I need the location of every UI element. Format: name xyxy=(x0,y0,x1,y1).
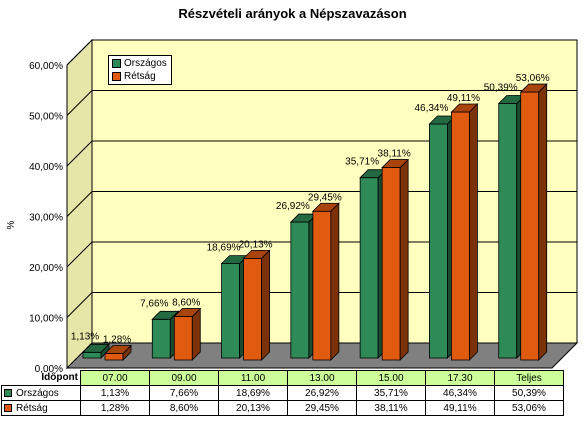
x-axis-title: Időpont xyxy=(41,372,78,384)
bar-orszagos-Teljes xyxy=(498,103,518,359)
bar-retsag-13.00 xyxy=(312,210,332,361)
table-header-row: Időpont 07.00 09.00 11.00 13.00 15.00 17.30 Te… xyxy=(2,370,564,386)
bar-side xyxy=(330,202,340,361)
x-tick-label: Teljes xyxy=(494,370,564,386)
bar-side xyxy=(399,158,409,361)
table-cell: 53,06% xyxy=(494,400,564,416)
table-cell: 50,39% xyxy=(494,385,564,401)
data-label: 18,69% xyxy=(207,243,241,254)
bar-retsag-09.00 xyxy=(173,316,193,361)
table-series-name: Országos xyxy=(16,387,59,399)
x-tick-label: 09.00 xyxy=(149,370,219,386)
gridline xyxy=(66,241,577,268)
bar-top xyxy=(450,103,479,113)
bar-retsag-15.00 xyxy=(381,167,401,361)
y-tick-label: 50,00% xyxy=(29,112,63,123)
data-label: 38,11% xyxy=(378,149,411,160)
bar-orszagos-17.30 xyxy=(429,123,448,359)
bar-side xyxy=(261,249,270,361)
table-swatch-retsag xyxy=(4,403,12,412)
y-tick-label: 10,00% xyxy=(29,314,63,325)
legend-item-retsag: Rétság xyxy=(112,70,168,83)
bar-top xyxy=(82,343,110,353)
y-tick-label: 60,00% xyxy=(29,61,63,72)
gridline xyxy=(66,191,577,217)
table-cell: 20,13% xyxy=(218,400,288,416)
gridline xyxy=(66,292,577,318)
x-tick-label: 07.00 xyxy=(80,370,150,386)
bar-retsag-Teljes xyxy=(520,91,540,361)
bar-orszagos-07.00 xyxy=(82,351,102,359)
legend-item-orszagos: Országos xyxy=(112,57,168,70)
data-label: 8,60% xyxy=(172,298,200,309)
data-label: 49,11% xyxy=(447,93,480,104)
data-label: 46,34% xyxy=(414,103,448,114)
bar-side xyxy=(191,307,201,361)
x-tick-label: 13.00 xyxy=(287,370,357,386)
y-tick-label: 20,00% xyxy=(29,263,63,274)
data-label: 7,66% xyxy=(140,298,168,309)
gridline xyxy=(66,140,577,167)
table-cell: 8,60% xyxy=(149,400,219,416)
bar-side xyxy=(538,83,548,361)
bar-top xyxy=(173,308,202,317)
y-tick-label: 0,00% xyxy=(35,364,63,375)
bar-top xyxy=(381,159,410,168)
legend-swatch-retsag xyxy=(112,72,121,81)
table-series-name: Rétság xyxy=(16,402,48,414)
x-tick-label: 15.00 xyxy=(356,370,426,386)
table-cell: 29,45% xyxy=(287,400,357,416)
table-cell: 18,69% xyxy=(218,385,288,401)
data-label: 20,13% xyxy=(239,239,273,250)
data-label: 53,06% xyxy=(516,73,550,84)
bar-orszagos-13.00 xyxy=(290,221,310,359)
table-cell: 1,28% xyxy=(80,400,150,416)
data-label: 1,13% xyxy=(71,331,99,342)
bar-top xyxy=(311,202,340,212)
gridline xyxy=(66,90,577,116)
data-label: 50,39% xyxy=(484,83,518,94)
x-tick-label: 17.30 xyxy=(425,370,495,386)
bar-side xyxy=(469,103,478,361)
legend-label-retsag: Rétság xyxy=(124,71,156,82)
table-cell: 49,11% xyxy=(425,400,495,416)
x-tick-label: 11.00 xyxy=(218,370,288,386)
data-label: 35,71% xyxy=(345,157,379,168)
bar-orszagos-09.00 xyxy=(151,318,171,359)
y-axis-title: % xyxy=(6,220,17,229)
y-tick-label: 40,00% xyxy=(29,162,63,173)
table-cell: 46,34% xyxy=(425,385,495,401)
table-cell: 1,13% xyxy=(80,385,150,401)
legend-swatch-orszagos xyxy=(112,59,121,68)
legend-label-orszagos: Országos xyxy=(124,58,167,69)
bar-orszagos-15.00 xyxy=(359,177,379,359)
chart-title: Részvételi arányok a Népszavazáson xyxy=(178,6,407,21)
table-cell: 26,92% xyxy=(287,385,357,401)
table-swatch-orszagos xyxy=(4,388,12,397)
table-row-retsag: Rétság 1,28% 8,60% 20,13% 29,45% 38,11% 49,11… xyxy=(1,400,564,416)
table-cell: 7,66% xyxy=(149,385,219,401)
table-row-orszagos: Országos 1,13% 7,66% 18,69% 26,92% 35,71% 46,… xyxy=(1,385,564,401)
bar-top xyxy=(242,249,271,259)
bar-retsag-17.30 xyxy=(451,111,470,361)
y-tick-label: 30,00% xyxy=(29,213,63,224)
bar-retsag-11.00 xyxy=(243,257,262,361)
data-label: 1,28% xyxy=(103,335,131,346)
bar-top xyxy=(104,345,132,354)
bar-top xyxy=(519,83,548,93)
data-label: 29,45% xyxy=(308,192,342,203)
bar-top xyxy=(151,310,180,320)
data-label: 26,92% xyxy=(276,201,310,212)
gridline xyxy=(66,39,577,66)
table-cell: 35,71% xyxy=(356,385,426,401)
table-cell: 38,11% xyxy=(356,400,426,416)
bar-orszagos-11.00 xyxy=(221,263,240,359)
legend: Országos Rétság xyxy=(108,55,172,85)
table-series-label: Rétság xyxy=(1,400,81,416)
data-table: Időpont 07.00 09.00 11.00 13.00 15.00 17.30 Te… xyxy=(1,370,564,416)
bar-retsag-07.00 xyxy=(104,353,124,361)
table-series-label: Országos xyxy=(1,385,81,401)
